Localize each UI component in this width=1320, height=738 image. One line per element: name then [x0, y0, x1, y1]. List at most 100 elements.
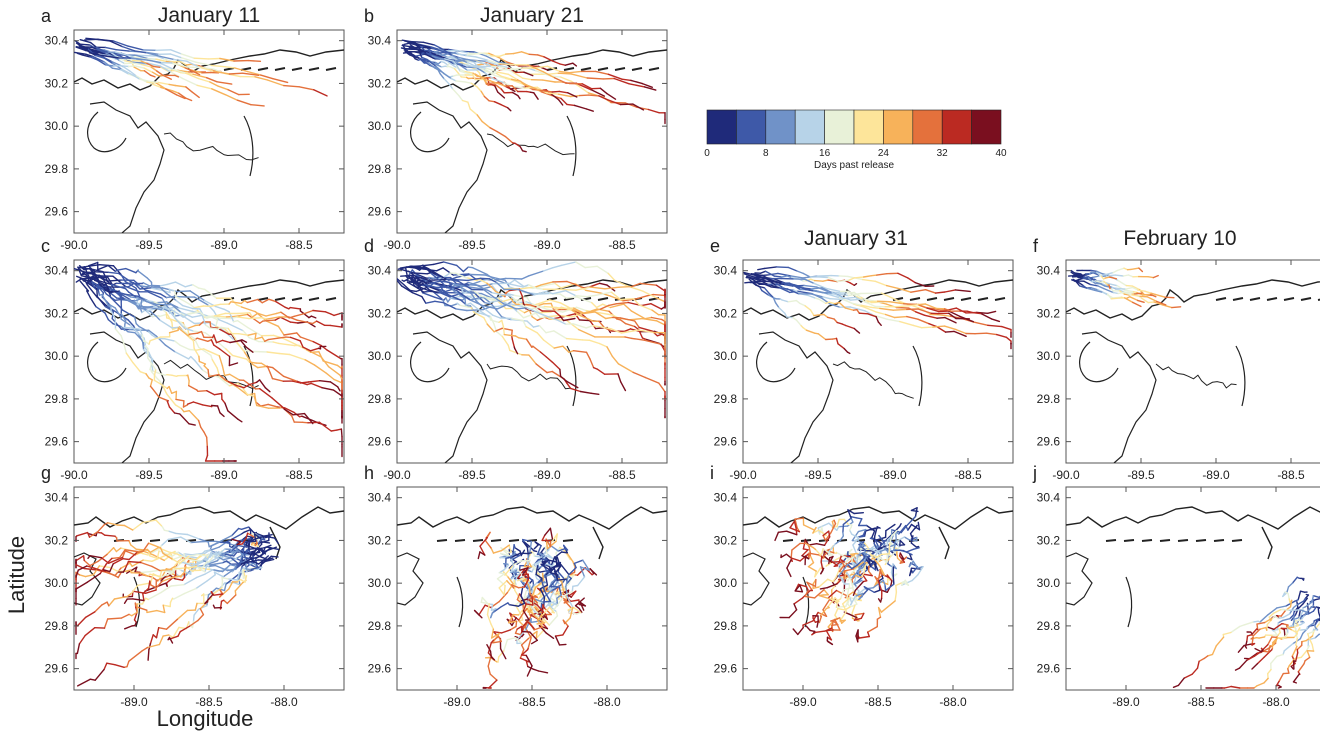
- y-tick-label: 30.4: [368, 491, 392, 505]
- y-tick-label: 29.8: [1037, 392, 1061, 406]
- column-title: January 11: [158, 4, 260, 27]
- y-tick-label: 29.6: [1037, 435, 1061, 449]
- panel-i: i30.4 30.2 30.0 29.8 29.6 -89.0 -88.5 -88.0: [710, 463, 1013, 709]
- colorbar-swatch: [854, 110, 883, 144]
- panel-letter: g: [41, 463, 51, 483]
- x-tick-label: -88.0: [270, 695, 298, 709]
- y-tick-label: 30.2: [368, 306, 392, 320]
- x-tick-label: -90.0: [383, 468, 411, 482]
- panel-letter: a: [41, 6, 52, 26]
- y-tick-label: 29.6: [368, 662, 392, 676]
- x-tick-label: -89.0: [120, 695, 148, 709]
- panel-f: f30.430.230.029.829.6-90.0-89.5-89.0-88.…: [1033, 236, 1320, 482]
- x-tick-label: -89.0: [533, 238, 561, 252]
- panel-letter: e: [710, 236, 720, 256]
- colorbar-swatch: [883, 110, 912, 144]
- x-tick-label: -89.0: [210, 468, 238, 482]
- x-tick-label: -88.0: [939, 695, 967, 709]
- y-tick-label: 30.4: [368, 34, 392, 48]
- x-tick-label: -89.5: [135, 468, 163, 482]
- y-tick-label: 30.0: [1037, 576, 1061, 590]
- colorbar-swatch: [736, 110, 765, 144]
- y-tick-label: 29.8: [368, 619, 392, 633]
- y-tick-label: 30.4: [714, 264, 738, 278]
- x-tick-label: -88.0: [1262, 695, 1290, 709]
- colorbar-tick: 24: [878, 148, 890, 159]
- panel-letter: d: [364, 236, 374, 256]
- x-tick-label: -89.0: [789, 695, 817, 709]
- plot-frame: [1066, 487, 1320, 690]
- column-title: February 10: [1123, 227, 1236, 250]
- x-tick-label: -89.0: [533, 468, 561, 482]
- colorbar-swatch: [972, 110, 1001, 144]
- colorbar-label: Days past release: [814, 160, 894, 171]
- x-tick-label: -88.5: [285, 468, 313, 482]
- x-tick-label: -90.0: [729, 468, 757, 482]
- panel-letter: j: [1032, 463, 1037, 483]
- panel-letter: i: [710, 463, 714, 483]
- colorbar-swatch: [707, 110, 736, 144]
- x-tick-label: -89.5: [804, 468, 832, 482]
- y-tick-label: 30.0: [368, 119, 392, 133]
- x-tick-label: -89.0: [443, 695, 471, 709]
- y-tick-label: 30.4: [45, 264, 69, 278]
- x-tick-label: -89.5: [458, 468, 486, 482]
- y-tick-label: 30.2: [45, 533, 69, 547]
- y-tick-label: 29.8: [45, 619, 69, 633]
- y-tick-label: 29.6: [368, 205, 392, 219]
- panel-a: a30.430.230.029.829.6-90.0-89.5-89.0-88.…: [41, 6, 344, 252]
- x-tick-label: -88.5: [285, 238, 313, 252]
- colorbar-swatch: [766, 110, 795, 144]
- plot-frame: [743, 487, 1013, 690]
- plot-frame: [74, 30, 344, 233]
- y-tick-label: 30.2: [714, 306, 738, 320]
- x-tick-label: -88.5: [1277, 468, 1305, 482]
- y-tick-label: 30.0: [1037, 349, 1061, 363]
- x-tick-label: -88.5: [1187, 695, 1215, 709]
- column-title: January 31: [804, 227, 908, 250]
- colorbar-tick: 0: [704, 148, 710, 159]
- y-tick-label: 29.8: [714, 619, 738, 633]
- x-tick-label: -89.5: [135, 238, 163, 252]
- y-tick-label: 30.4: [45, 34, 69, 48]
- y-tick-label: 29.6: [714, 435, 738, 449]
- x-tick-label: -90.0: [383, 238, 411, 252]
- x-tick-label: -88.5: [954, 468, 982, 482]
- y-tick-label: 29.6: [45, 205, 69, 219]
- x-tick-label: -88.5: [518, 695, 546, 709]
- y-tick-label: 30.0: [368, 349, 392, 363]
- y-tick-label: 30.4: [714, 491, 738, 505]
- y-tick-label: 29.8: [368, 162, 392, 176]
- x-tick-label: -89.0: [1112, 695, 1140, 709]
- y-tick-label: 29.8: [1037, 619, 1061, 633]
- plot-frame: [1066, 260, 1320, 463]
- colorbar-swatch: [913, 110, 942, 144]
- y-tick-label: 29.6: [1037, 662, 1061, 676]
- y-tick-label: 30.2: [714, 533, 738, 547]
- y-tick-label: 29.6: [45, 435, 69, 449]
- y-tick-label: 30.0: [714, 349, 738, 363]
- panel-b: b30.430.230.029.829.6-90.0-89.5-89.0-88.…: [364, 6, 667, 252]
- panel-c: c30.430.230.029.829.6-90.0-89.5-89.0-88.…: [41, 236, 344, 482]
- y-tick-label: 30.4: [1037, 491, 1061, 505]
- panel-h: h30.430.230.029.829.6-89.0-88.5-88.0: [364, 463, 667, 709]
- x-tick-label: -88.5: [608, 468, 636, 482]
- y-tick-label: 30.0: [45, 349, 69, 363]
- y-axis-label: Latitude: [4, 536, 29, 614]
- y-tick-label: 30.2: [1037, 533, 1061, 547]
- x-tick-label: -90.0: [60, 238, 88, 252]
- panel-d: d30.430.230.029.829.6-90.0-89.5-89.0-88.…: [364, 236, 667, 482]
- y-tick-label: 30.0: [714, 576, 738, 590]
- y-tick-label: 29.6: [714, 662, 738, 676]
- x-tick-label: -90.0: [60, 468, 88, 482]
- y-tick-label: 30.0: [368, 576, 392, 590]
- colorbar-swatch: [942, 110, 971, 144]
- x-tick-label: -89.0: [879, 468, 907, 482]
- panel-letter: f: [1033, 236, 1039, 256]
- y-tick-label: 30.2: [368, 533, 392, 547]
- y-tick-label: 30.2: [45, 76, 69, 90]
- panel-letter: h: [364, 463, 374, 483]
